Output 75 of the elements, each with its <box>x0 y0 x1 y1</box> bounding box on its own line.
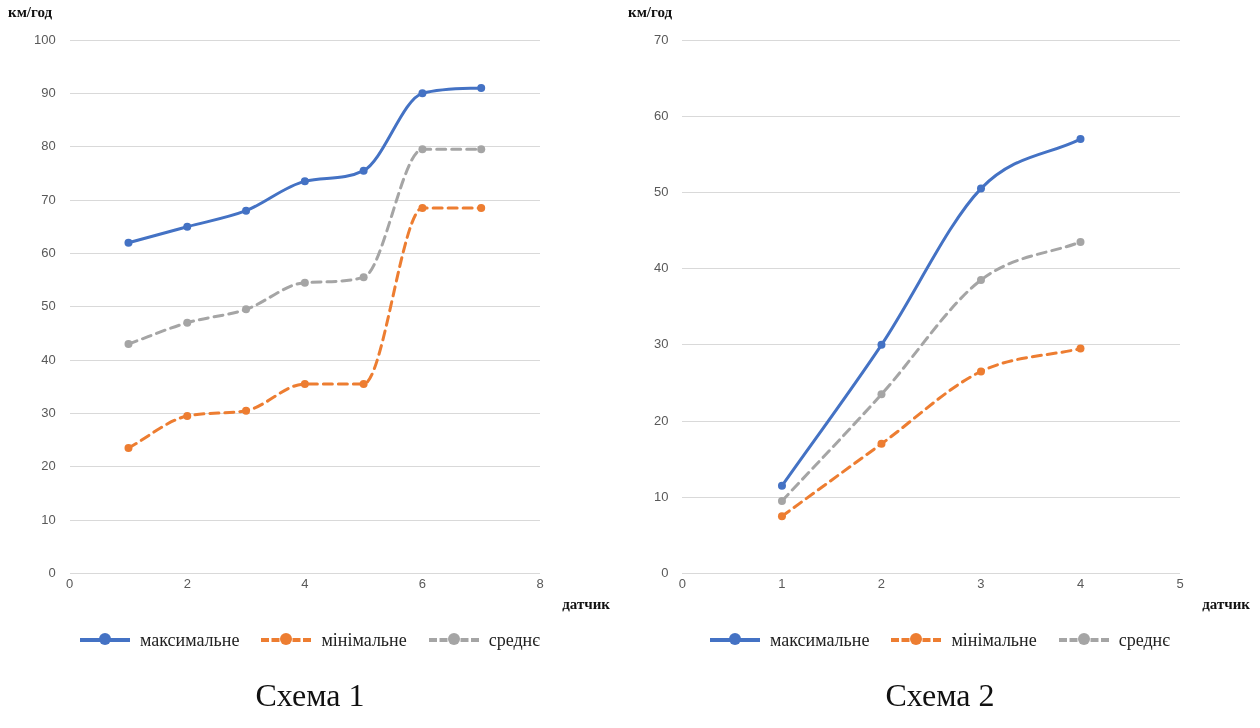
point <box>1076 237 1085 246</box>
y-tick-label: 60 <box>653 107 669 123</box>
point <box>183 318 192 327</box>
x-tick-label: 2 <box>183 575 191 591</box>
y-tick-label: 50 <box>653 183 669 199</box>
y-tick-label: 90 <box>41 84 56 100</box>
point <box>477 84 486 93</box>
legend-label: максимальне <box>140 629 240 651</box>
y-tick-label: 10 <box>41 511 56 527</box>
point <box>418 145 427 154</box>
point <box>183 412 192 421</box>
x-tick-label: 2 <box>877 575 886 591</box>
y-tick-label: 20 <box>41 458 56 474</box>
text: Схема 2 <box>885 675 995 715</box>
y-tick-label: 40 <box>653 260 669 276</box>
y-tick-label: 50 <box>41 298 56 314</box>
x-tick-label: 6 <box>418 575 427 591</box>
x-tick-label: 3 <box>977 575 985 591</box>
legend-label: максимальне <box>770 629 870 651</box>
point <box>877 439 886 448</box>
point <box>477 204 486 213</box>
x-tick-label: 1 <box>778 575 786 591</box>
y-tick-label: 70 <box>41 191 56 207</box>
y-tick-label: 30 <box>41 404 56 420</box>
legend-label: среднє <box>1118 629 1170 651</box>
x-tick-label: 4 <box>301 575 309 591</box>
y-tick-label: 40 <box>41 351 56 367</box>
y-tick-label: 10 <box>653 488 669 504</box>
point <box>183 222 192 231</box>
point <box>976 367 985 376</box>
point <box>359 273 368 282</box>
point <box>976 276 985 285</box>
point <box>777 512 786 521</box>
legend-label: среднє <box>488 629 540 651</box>
y-tick-label: 70 <box>653 31 669 47</box>
y-tick-label: 80 <box>41 138 56 154</box>
x-axis-title: датчик <box>562 595 611 612</box>
y-tick-label: 0 <box>48 564 56 580</box>
point <box>877 390 886 399</box>
y-tick-label: 30 <box>653 336 669 352</box>
y-tick-label: 60 <box>41 244 56 260</box>
point <box>418 89 427 98</box>
point <box>418 204 427 213</box>
point <box>124 340 133 349</box>
point <box>359 380 368 389</box>
point <box>976 184 985 193</box>
point <box>777 481 786 490</box>
x-axis-title: датчик <box>1202 595 1251 612</box>
point <box>1076 344 1085 353</box>
x-tick-label: 8 <box>536 575 544 591</box>
point <box>124 444 133 453</box>
x-tick-label: 0 <box>678 575 687 591</box>
point <box>300 177 309 186</box>
point <box>300 278 309 287</box>
legend-label: мінімальне <box>951 629 1037 651</box>
point <box>359 166 368 175</box>
y-axis-title: км/год <box>628 4 673 21</box>
point <box>242 305 251 314</box>
point <box>242 406 251 415</box>
y-tick-label: 0 <box>661 564 669 580</box>
point <box>477 145 486 154</box>
x-tick-label: 5 <box>1176 575 1184 591</box>
point <box>300 380 309 389</box>
y-tick-label: 20 <box>653 412 669 428</box>
legend-label: мінімальне <box>321 629 407 651</box>
point <box>877 340 886 349</box>
text: Схема 1 <box>255 675 365 715</box>
point <box>777 497 786 506</box>
point <box>124 238 133 247</box>
point <box>242 206 251 215</box>
x-tick-label: 4 <box>1076 575 1085 591</box>
point <box>1076 135 1085 144</box>
y-axis-title: км/год <box>8 4 53 21</box>
x-tick-label: 0 <box>66 575 74 591</box>
y-tick-label: 100 <box>33 31 56 47</box>
